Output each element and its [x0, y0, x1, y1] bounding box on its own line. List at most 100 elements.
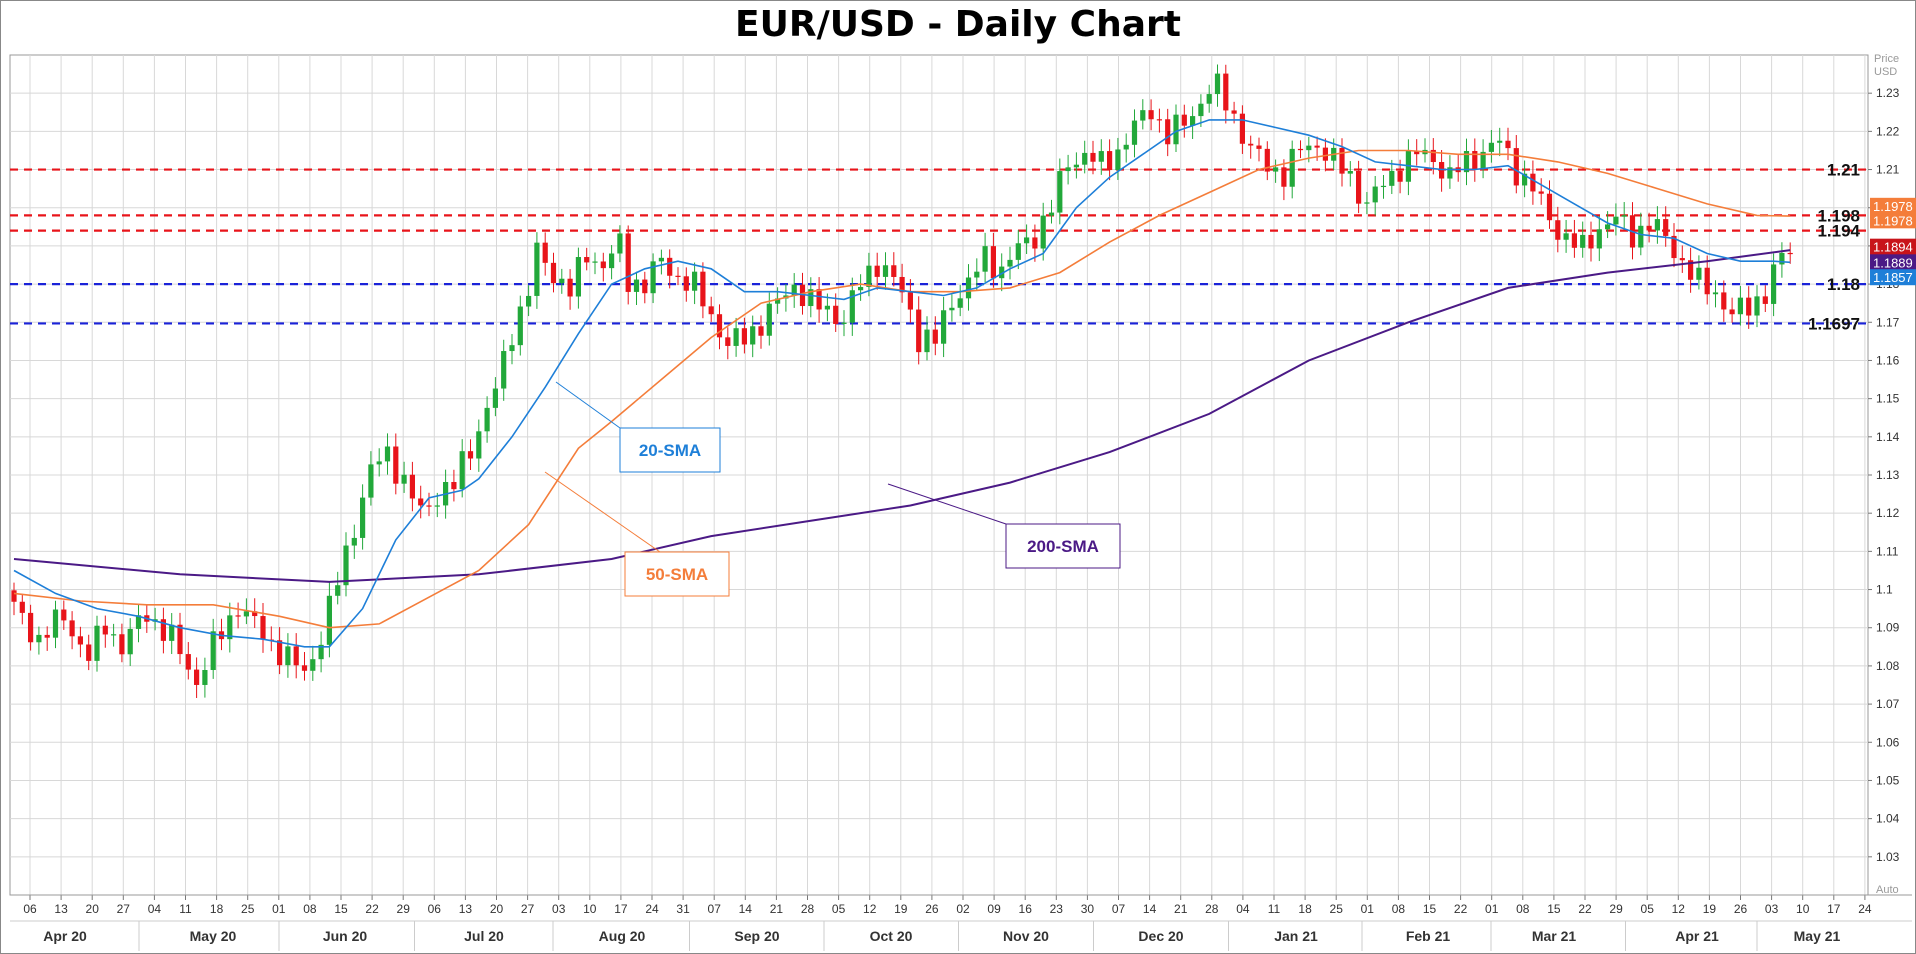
- candle-down: [1729, 309, 1735, 315]
- level-label: 1.194: [1817, 222, 1860, 241]
- annotation-box: [624, 551, 730, 597]
- price-tag: [1870, 254, 1916, 271]
- candle-down: [1787, 252, 1793, 255]
- x-tick-label: 19: [1703, 902, 1717, 916]
- candle-down: [1663, 219, 1669, 236]
- candle-up: [1057, 171, 1063, 213]
- candle-up: [924, 329, 930, 353]
- candle-up: [1190, 116, 1196, 126]
- candle-up: [633, 279, 640, 292]
- y-tick-label: 1.1: [1876, 583, 1893, 597]
- candle-up: [368, 464, 374, 498]
- candle-down: [1588, 234, 1594, 249]
- candle-up: [351, 537, 357, 546]
- candle-up: [1173, 114, 1179, 145]
- candle-up: [52, 609, 59, 638]
- price-tag-label: 1.1978: [1873, 213, 1913, 228]
- candle-up: [1115, 149, 1121, 171]
- candle-up: [243, 611, 249, 617]
- candle-down: [816, 289, 822, 310]
- candle-down: [1231, 110, 1237, 114]
- candle-up: [1522, 173, 1528, 186]
- candle-up: [1347, 171, 1353, 174]
- candle-up: [949, 307, 955, 311]
- candle-up: [766, 303, 772, 336]
- x-tick-label: 12: [1672, 902, 1686, 916]
- candle-up: [135, 615, 142, 629]
- candle-down: [86, 644, 92, 661]
- candle-up: [1372, 186, 1378, 203]
- candle-down: [625, 233, 631, 292]
- candle-down: [77, 636, 83, 645]
- x-tick-label: 11: [1268, 902, 1281, 916]
- candle-down: [741, 328, 747, 345]
- candle-up: [791, 284, 797, 296]
- candle-down: [799, 284, 806, 307]
- x-tick-label: 29: [397, 902, 411, 916]
- candle-down: [418, 498, 424, 506]
- annotation-label: 200-SMA: [1027, 537, 1099, 556]
- candle-down: [1322, 147, 1328, 161]
- candle-down: [1223, 73, 1229, 111]
- candle-up: [509, 345, 515, 352]
- candle-down: [1530, 173, 1536, 192]
- candle-up: [1712, 292, 1719, 295]
- candle-down: [1688, 260, 1694, 280]
- candle-up: [808, 289, 814, 307]
- candle-down: [1546, 193, 1553, 221]
- x-tick-label: 24: [645, 902, 659, 916]
- candle-up: [1206, 94, 1212, 104]
- x-tick-label: 07: [708, 902, 722, 916]
- x-tick-label: 01: [1485, 902, 1499, 916]
- candle-up: [1621, 215, 1627, 217]
- candle-up: [575, 257, 581, 297]
- candle-down: [932, 329, 938, 344]
- candle-up: [1771, 264, 1777, 304]
- y-tick-label: 1.15: [1876, 392, 1900, 406]
- candle-up: [849, 290, 855, 323]
- x-tick-label: 15: [1423, 902, 1437, 916]
- candle-down: [1571, 233, 1577, 248]
- price-tag-label: 1.1857: [1873, 270, 1913, 285]
- candle-up: [210, 631, 216, 671]
- candle-down: [393, 446, 399, 484]
- y-tick-label: 1.05: [1876, 773, 1900, 787]
- x-month-label: Nov 20: [1003, 928, 1049, 944]
- y-tick-label: 1.08: [1876, 659, 1900, 673]
- x-tick-label: 21: [1174, 902, 1188, 916]
- candle-down: [1156, 119, 1162, 121]
- candle-down: [160, 619, 166, 641]
- candle-up: [1040, 215, 1046, 249]
- candle-up: [94, 625, 100, 661]
- candle-up: [1306, 145, 1312, 151]
- candle-up: [1065, 167, 1071, 172]
- x-tick-label: 06: [428, 902, 442, 916]
- candle-down: [467, 451, 474, 459]
- candle-down: [1281, 167, 1287, 187]
- y-tick-label: 1.13: [1876, 468, 1900, 482]
- candle-down: [1646, 225, 1652, 231]
- candle-down: [700, 271, 706, 307]
- x-tick-label: 04: [148, 902, 162, 916]
- candle-up: [484, 407, 490, 432]
- candle-down: [1239, 113, 1245, 144]
- candle-up: [866, 265, 872, 287]
- candle-down: [1555, 220, 1561, 240]
- candle-up: [1273, 167, 1279, 172]
- candle-down: [600, 261, 606, 269]
- candle-up: [965, 277, 972, 299]
- y-tick-label: 1.22: [1876, 124, 1900, 138]
- candle-up: [733, 328, 739, 346]
- sma50-line: [13, 149, 1791, 629]
- candle-down: [1297, 148, 1304, 151]
- x-month-label: Mar 21: [1532, 928, 1577, 944]
- candle-up: [285, 646, 291, 666]
- x-month-label: Sep 20: [734, 928, 779, 944]
- annotation-leader: [555, 381, 621, 429]
- candle-up: [1596, 229, 1602, 249]
- x-month-label: Jan 21: [1274, 928, 1318, 944]
- x-tick-label: 13: [459, 902, 473, 916]
- y-tick-label: 1.03: [1876, 850, 1900, 864]
